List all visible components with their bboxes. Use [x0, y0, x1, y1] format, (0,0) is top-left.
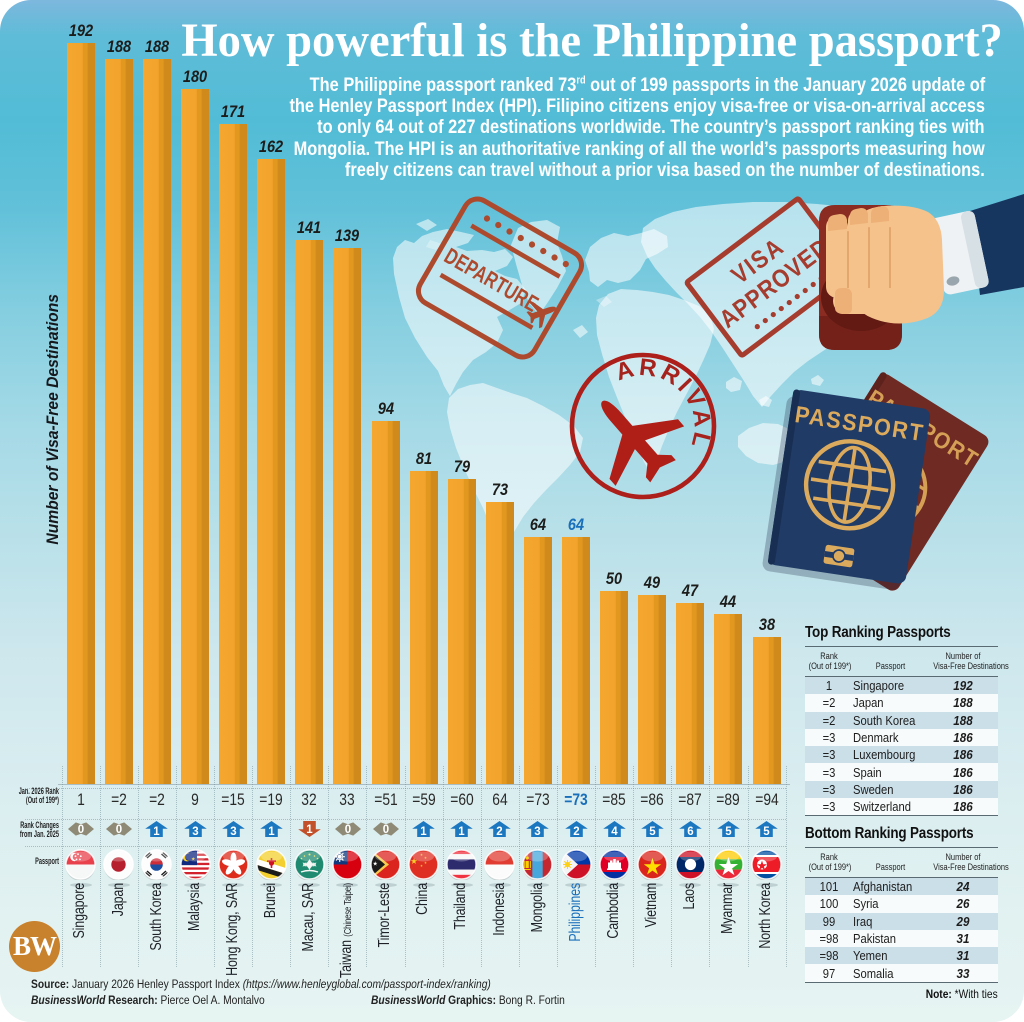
svg-text:2: 2: [573, 826, 579, 837]
svg-text:3: 3: [192, 826, 198, 837]
svg-text:1: 1: [268, 826, 275, 837]
svg-text:1: 1: [458, 826, 465, 837]
svg-text:0: 0: [383, 824, 389, 836]
svg-text:5: 5: [725, 826, 732, 837]
svg-text:2: 2: [497, 826, 503, 837]
svg-text:1: 1: [154, 826, 161, 837]
svg-text:3: 3: [230, 826, 236, 837]
svg-text:0: 0: [116, 824, 122, 836]
svg-text:5: 5: [649, 826, 656, 837]
svg-text:6: 6: [687, 826, 693, 837]
svg-text:3: 3: [535, 826, 541, 837]
svg-text:5: 5: [763, 826, 770, 837]
svg-text:4: 4: [611, 826, 618, 837]
svg-text:0: 0: [345, 824, 351, 836]
svg-text:1: 1: [306, 823, 313, 835]
svg-text:0: 0: [78, 824, 84, 836]
svg-text:1: 1: [420, 826, 427, 837]
